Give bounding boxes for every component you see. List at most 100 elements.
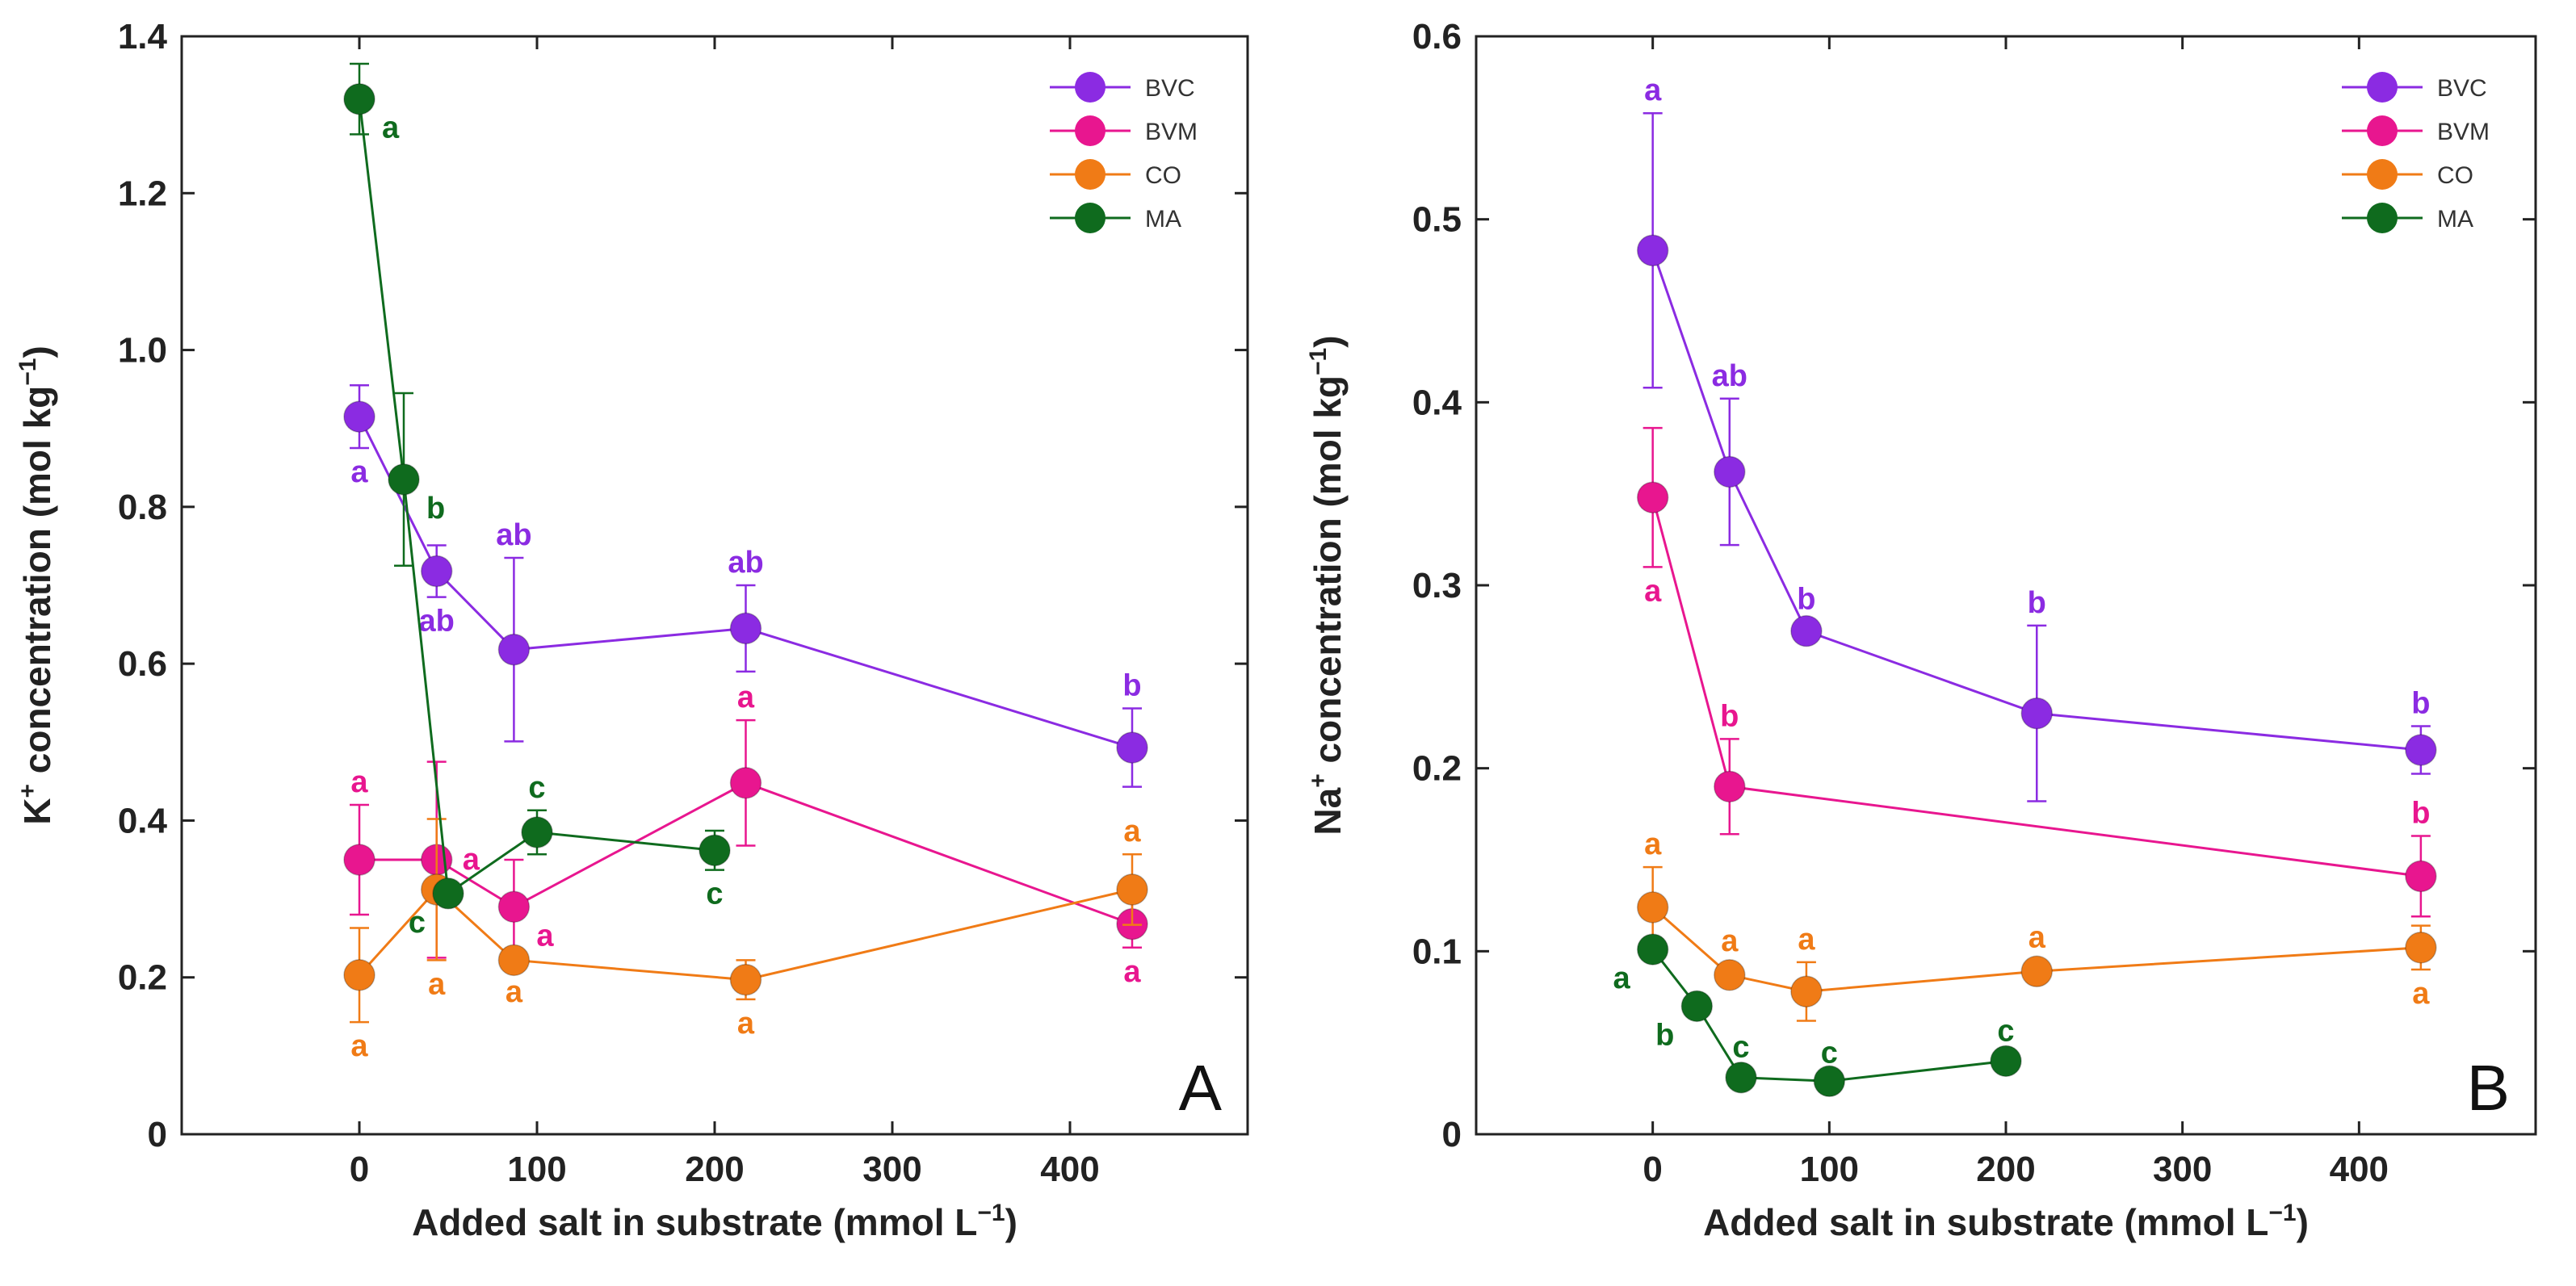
panel-a-y-axis-label: K+ concentration (mol kg−1) [15, 346, 58, 825]
panel-b-x-tick-label: 100 [1800, 1150, 1859, 1189]
panel-b-data-point [2405, 860, 2437, 893]
panel-a-data-point [729, 963, 762, 996]
panel-a-data-point [497, 633, 531, 666]
panel-a-y-tick-label: 0.6 [118, 644, 167, 684]
panel-b-data-point [1790, 614, 1823, 647]
panel-b-significance-letter: b [2411, 687, 2430, 721]
panel-a-legend-marker [1075, 159, 1105, 190]
panel-b-data-point [1636, 481, 1669, 513]
panel-b-panel-letter: B [2467, 1052, 2510, 1124]
panel-a-data-point [699, 834, 731, 867]
panel-b-legend: BVC BVM CO MA [2342, 72, 2490, 233]
panel-a-data-point [420, 555, 453, 588]
panel-b-data-point [1990, 1045, 2022, 1078]
panel-a-panel-letter: A [1179, 1052, 1223, 1124]
panel-a-data-point [1116, 873, 1148, 906]
panel-a-x-tick-label: 100 [507, 1150, 566, 1189]
panel-a-y-tick-label: 0 [148, 1115, 167, 1154]
panel-b-significance-letter: c [1732, 1031, 1749, 1065]
panel-b-significance-letter: a [1644, 574, 1662, 608]
panel-a-significance-letter: c [706, 878, 723, 911]
panel-b-data-point [2020, 955, 2054, 988]
panel-b-significance-letter: a [1644, 73, 1662, 107]
panel-a-legend-marker [1075, 203, 1105, 233]
panel-a-x-tick-label: 400 [1040, 1150, 1099, 1189]
panel-a-legend-marker [1075, 72, 1105, 103]
panel-b-significance-letter: a [1798, 923, 1815, 957]
panel-a-significance-letter: a [350, 455, 368, 489]
panel-b-data-point [1790, 975, 1823, 1007]
panel-b-significance-letter: c [1997, 1014, 2014, 1048]
panel-a-significance-letter: a [382, 111, 400, 145]
panel-a-data-point [343, 844, 375, 876]
panel-b-plot-frame [1475, 35, 2537, 1136]
panel-b-data-point [1680, 990, 1714, 1023]
panel-a-series-bvm: a a a a a [343, 681, 1148, 989]
panel-a-significance-letter: a [1123, 815, 1141, 848]
panel-a-legend-label: BVM [1145, 119, 1198, 145]
panel-a-legend-label: CO [1145, 162, 1181, 189]
panel-a-y-tick-label: 0.2 [118, 958, 167, 998]
panel-b-legend-label: MA [2437, 206, 2473, 232]
panel-a-x-axis-label: Added salt in substrate (mmol L−1) [412, 1200, 1017, 1243]
panel-b-data-point [1714, 455, 1746, 488]
panel-a-significance-letter: c [528, 771, 545, 805]
panel-b-legend-label: BVM [2437, 119, 2490, 145]
panel-b-legend-label: BVC [2437, 75, 2487, 102]
panel-b-legend-label: CO [2437, 162, 2473, 189]
panel-a-legend: BVC BVM CO MA [1050, 72, 1198, 233]
panel-b-significance-letter: a [1613, 961, 1631, 995]
panel-b-significance-letter: a [2028, 921, 2046, 955]
panel-b-y-tick-label: 0.3 [1412, 566, 1462, 605]
panel-a-significance-letter: a [1123, 955, 1141, 989]
panel-a-data-point [432, 878, 464, 910]
panel-a-legend-label: MA [1145, 206, 1181, 232]
panel-b-x-tick-label: 400 [2330, 1150, 2389, 1189]
panel-a-data-point [729, 612, 762, 645]
panel-b-data-point [1714, 770, 1746, 803]
panel-a-series-ma: ab c c c [343, 62, 731, 940]
panel-b-y-tick-label: 0 [1442, 1115, 1462, 1154]
panel-b-x-tick-label: 0 [1643, 1150, 1662, 1189]
panel-a-x-tick-label: 0 [350, 1150, 369, 1189]
panel-a-data-point [343, 959, 375, 991]
panel-a-significance-letter: c [409, 906, 426, 940]
panel-b-y-tick-label: 0.4 [1412, 383, 1462, 422]
panel-a-y-tick-label: 1.2 [118, 174, 167, 213]
panel-b-series-ma: ab c c c [1613, 933, 2022, 1098]
panel-b-y-axis-label: Na+ concentration (mol kg−1) [1305, 335, 1349, 835]
panel-a-significance-letter: a [350, 765, 368, 799]
panel-b-x-axis-label: Added salt in substrate (mmol L−1) [1703, 1200, 2309, 1243]
panel-b-significance-letter: b [1655, 1018, 1674, 1052]
panel-a-data-point [729, 767, 762, 799]
panel-b-x-tick-label: 300 [2153, 1150, 2212, 1189]
panel-b-data-point [2405, 932, 2437, 964]
panel-a-significance-letter: a [737, 1007, 755, 1041]
panel-a-data-point [521, 816, 553, 848]
panel-a-significance-letter: ab [419, 605, 455, 639]
panel-a-data-point [343, 400, 375, 433]
panel-b-significance-letter: a [1644, 827, 1662, 861]
panel-b-data-point [2405, 734, 2437, 766]
panel-a-legend-label: BVC [1145, 75, 1195, 102]
panel-a-plot-frame [180, 35, 1249, 1136]
panel-b-legend-marker [2367, 115, 2398, 146]
panel-a-significance-letter: b [1122, 669, 1141, 703]
panel-a-significance-letter: ab [496, 518, 531, 552]
panel-b-data-point [1725, 1061, 1757, 1094]
panel-a-chart: 0 0.2 0.4 0.6 0.8 1.0 1.2 1.4 0 100 200 300 400 Added… [15, 17, 1249, 1243]
panel-b-data-point [2020, 697, 2054, 730]
panel-b-legend-marker [2367, 159, 2398, 190]
panel-b-significance-letter: a [2412, 977, 2430, 1011]
panel-a-x-tick-label: 200 [685, 1150, 744, 1189]
panel-a-data-point [343, 82, 375, 115]
panel-a-y-tick-label: 0.8 [118, 488, 167, 527]
panel-a-significance-letter: a [463, 843, 480, 877]
panel-b-significance-letter: b [1797, 582, 1815, 616]
panel-a-data-point [497, 944, 531, 977]
panel-b-legend-marker [2367, 203, 2398, 233]
panel-a-significance-letter: a [737, 681, 755, 714]
